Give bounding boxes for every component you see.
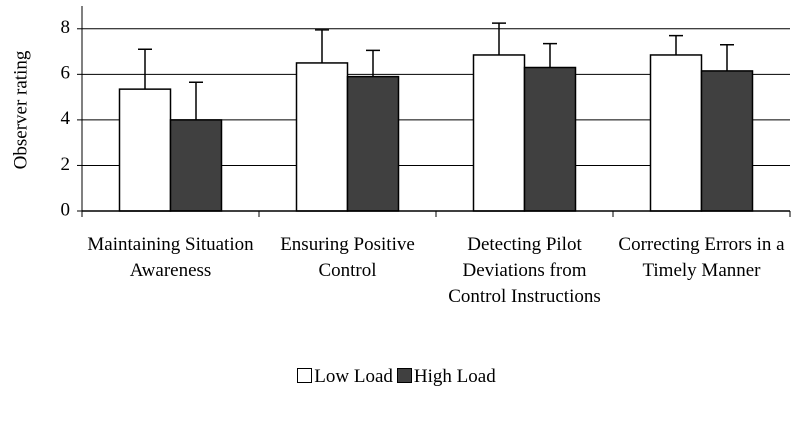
error-bar <box>492 22 506 55</box>
error-bar <box>138 48 152 90</box>
legend-label: High Load <box>413 366 496 387</box>
y-tick-label: 6 <box>61 63 71 84</box>
y-tick-label: 8 <box>61 17 71 38</box>
legend-item: High Load <box>396 366 496 388</box>
legend-swatch <box>396 368 412 383</box>
x-tick-label: Maintaining Situation Awareness <box>87 234 254 281</box>
y-tick-label: 4 <box>61 108 71 129</box>
bar <box>169 119 223 212</box>
x-tick-label: Correcting Errors in a Timely Manner <box>618 234 785 281</box>
legend-swatch <box>297 368 313 383</box>
bar <box>472 54 526 212</box>
legend: Low Load High Load <box>0 366 793 388</box>
bar <box>523 66 577 212</box>
bar <box>118 88 172 212</box>
error-bar <box>366 49 380 77</box>
bar <box>346 75 400 212</box>
bar <box>295 62 349 212</box>
y-tick-label: 0 <box>61 199 71 220</box>
x-tick-label: Detecting Pilot Deviations from Control … <box>448 234 601 307</box>
bar <box>700 70 754 212</box>
bar <box>649 54 703 212</box>
error-bar <box>669 34 683 55</box>
y-axis-label: Observer rating <box>10 50 31 169</box>
y-tick-label: 2 <box>61 154 71 175</box>
legend-label: Low Load <box>314 366 393 387</box>
error-bar <box>189 81 203 120</box>
error-bar <box>720 43 734 71</box>
x-tick-label: Ensuring Positive Control <box>280 234 415 281</box>
error-bar <box>315 29 329 63</box>
legend-item: Low Load <box>297 366 393 388</box>
error-bar <box>543 42 557 68</box>
